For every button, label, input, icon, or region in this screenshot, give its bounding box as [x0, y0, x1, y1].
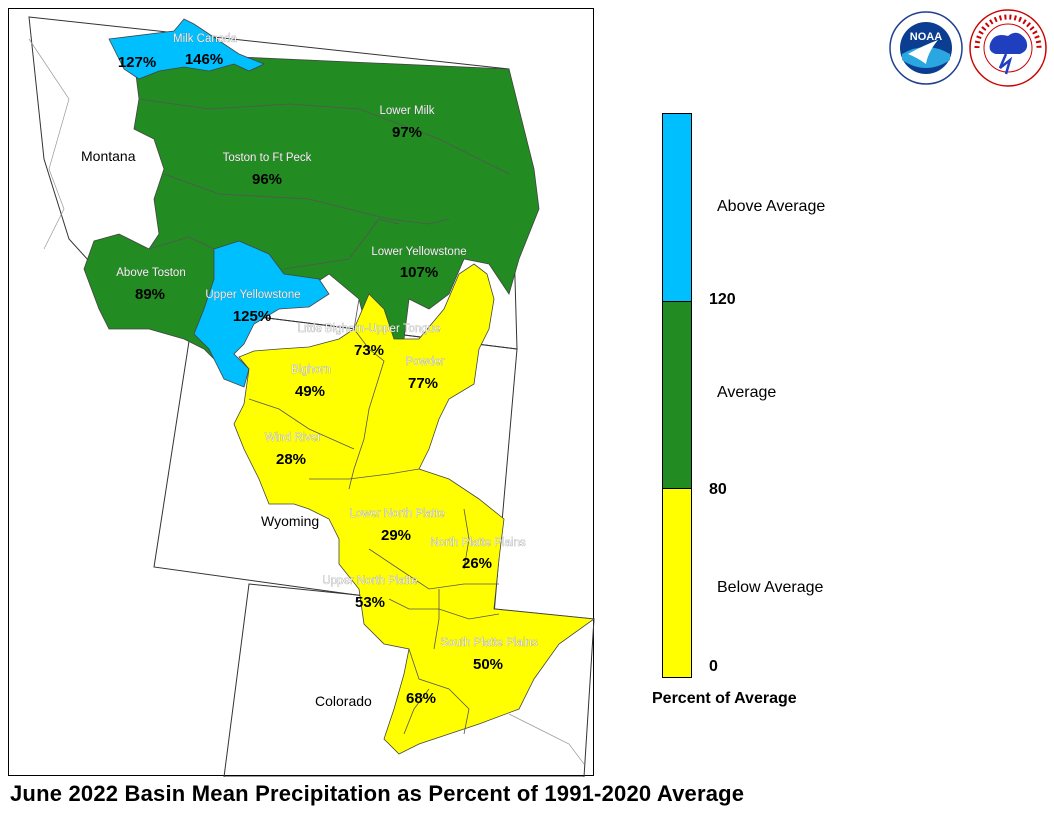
- basin-name-little-bighorn: Little Bighorn-Upper Tongue: [298, 323, 441, 335]
- state-label-colorado: Colorado: [315, 693, 372, 709]
- basin-value-little-bighorn: 73%: [354, 342, 384, 359]
- basin-name-lower-yellowstone: Lower Yellowstone: [371, 246, 466, 258]
- basin-name-lower-north-platte: Lower North Platte: [349, 508, 444, 520]
- legend-swatch-below: [662, 488, 692, 678]
- basin-value-toston-ft-peck: 96%: [252, 171, 282, 188]
- basin-name-north-platte-plains: North Platte Plains: [430, 537, 525, 549]
- basin-name-wind-river: Wind River: [265, 432, 321, 444]
- basin-value-powder: 77%: [408, 375, 438, 392]
- map-frame: 127% Milk Canada 146% Lower Milk 97% Tos…: [8, 8, 595, 777]
- legend-label-below: Below Average: [717, 579, 824, 596]
- basin-value-lower-milk: 97%: [392, 124, 422, 141]
- legend-label-average: Average: [717, 384, 777, 401]
- legend-swatch-above: [662, 113, 692, 302]
- basin-map: 127% Milk Canada 146% Lower Milk 97% Tos…: [28, 16, 595, 777]
- basin-name-south-platte-plains: South Platte Plains: [440, 637, 537, 649]
- legend-colorbar: [662, 113, 692, 678]
- basin-value-north-platte-plains: 26%: [462, 555, 492, 572]
- basin-shape-upper-yellowstone: [193, 240, 330, 388]
- basin-value-milk-canada-west: 127%: [118, 54, 156, 71]
- basin-name-milk-canada: Milk Canada: [173, 33, 238, 45]
- basin-value-south-platte-plains: 50%: [473, 656, 503, 673]
- basin-value-south-platte-mtn: 68%: [406, 690, 436, 707]
- state-label-wyoming: Wyoming: [261, 513, 319, 529]
- legend-tick-120: 120: [709, 291, 736, 308]
- page-title: June 2022 Basin Mean Precipitation as Pe…: [10, 781, 745, 806]
- basin-value-lower-north-platte: 29%: [381, 527, 411, 544]
- nws-logo-icon: [969, 9, 1047, 87]
- legend-title: Percent of Average: [652, 690, 797, 707]
- basin-name-powder: Powder: [406, 356, 445, 368]
- legend-tick-0: 0: [709, 658, 718, 675]
- legend-label-above: Above Average: [717, 198, 826, 215]
- basin-shape-milk-canada: [108, 18, 266, 80]
- legend-tick-80: 80: [709, 481, 727, 498]
- basin-value-milk-canada: 146%: [185, 51, 223, 68]
- state-label-montana: Montana: [81, 148, 136, 164]
- basin-labels: 127% Milk Canada 146% Lower Milk 97% Tos…: [116, 33, 538, 707]
- basin-value-upper-yellowstone: 125%: [233, 308, 271, 325]
- basin-value-above-toston: 89%: [135, 286, 165, 303]
- basin-name-upper-north-platte: Upper North Platte: [322, 575, 417, 587]
- basin-name-lower-milk: Lower Milk: [380, 105, 435, 117]
- noaa-logo-icon: NOAA: [889, 11, 963, 85]
- basin-name-toston-ft-peck: Toston to Ft Peck: [223, 152, 312, 164]
- basin-name-above-toston: Above Toston: [116, 267, 185, 279]
- basin-value-upper-north-platte: 53%: [355, 594, 385, 611]
- basin-shape-below-average: [233, 263, 595, 755]
- noaa-logo-text: NOAA: [910, 31, 942, 43]
- basin-name-upper-yellowstone: Upper Yellowstone: [205, 289, 300, 301]
- basin-name-bighorn: Bighorn: [291, 364, 331, 376]
- basin-value-wind-river: 28%: [276, 451, 306, 468]
- legend-swatch-average: [662, 301, 692, 489]
- basin-value-lower-yellowstone: 107%: [400, 264, 438, 281]
- basin-value-bighorn: 49%: [295, 383, 325, 400]
